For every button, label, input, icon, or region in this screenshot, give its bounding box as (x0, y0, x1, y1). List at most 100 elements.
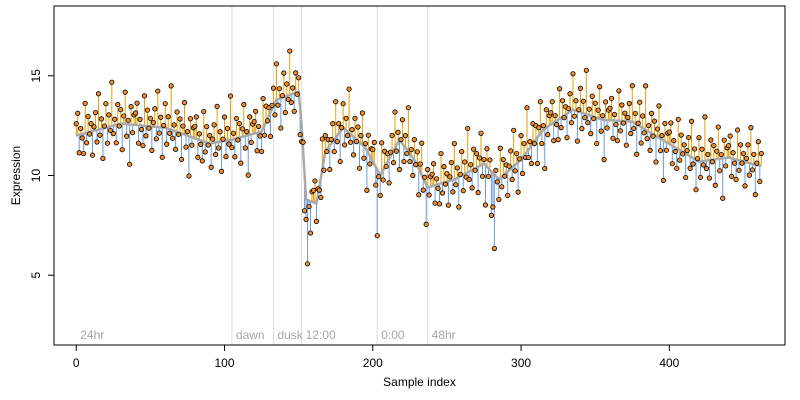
data-point (380, 177, 386, 183)
data-point (754, 160, 760, 166)
data-point (293, 70, 299, 76)
data-point (614, 138, 621, 144)
data-point (736, 167, 742, 173)
data-point (586, 106, 592, 112)
data-point (430, 161, 437, 167)
phase-label: dusk (277, 328, 303, 342)
data-point (201, 108, 207, 115)
y-axis: 5 10 15 (29, 69, 54, 279)
data-point (411, 137, 417, 143)
data-point (278, 125, 284, 131)
data-point (207, 133, 213, 139)
data-point (516, 156, 523, 162)
data-point (555, 137, 561, 143)
data-point (407, 158, 413, 165)
data-point (617, 128, 624, 134)
data-point (506, 163, 512, 169)
data-point (245, 172, 251, 178)
data-point (611, 111, 618, 118)
data-point (628, 130, 634, 137)
data-point (125, 117, 131, 123)
data-point (343, 115, 349, 121)
data-point (602, 99, 609, 105)
data-point (706, 175, 712, 181)
data-point (432, 200, 438, 206)
data-point (239, 126, 245, 132)
data-point (417, 161, 423, 167)
data-point (694, 156, 701, 162)
data-point (559, 98, 566, 104)
data-point (712, 182, 718, 188)
data-point (104, 140, 110, 146)
data-point (585, 120, 591, 126)
data-point (423, 221, 429, 227)
data-point (462, 159, 468, 165)
data-point (442, 181, 449, 187)
data-point (568, 120, 575, 126)
data-point (441, 164, 447, 170)
data-point (629, 83, 635, 89)
data-point (622, 110, 628, 116)
data-point (729, 173, 735, 179)
data-point (509, 176, 515, 183)
data-point (640, 113, 646, 119)
data-point (422, 174, 428, 180)
data-point (527, 139, 533, 145)
data-point (312, 178, 318, 184)
data-point (253, 108, 259, 114)
data-point (757, 178, 763, 185)
data-point (89, 152, 96, 158)
data-point (570, 71, 576, 77)
data-point (110, 131, 116, 137)
data-point (171, 122, 177, 128)
data-point (734, 127, 741, 133)
data-point (175, 131, 182, 138)
data-point (551, 138, 557, 144)
y-axis-title: Expression (9, 146, 23, 205)
data-point (573, 98, 579, 104)
data-point (94, 139, 100, 145)
data-point (583, 67, 589, 73)
data-point (270, 85, 277, 91)
data-point (146, 125, 152, 131)
data-point (651, 118, 658, 124)
data-point (453, 182, 459, 188)
data-point (224, 125, 231, 132)
data-point (150, 119, 156, 126)
data-point (399, 117, 406, 123)
data-point (301, 208, 308, 214)
data-point (451, 140, 457, 147)
data-point (565, 106, 572, 112)
data-point (359, 110, 366, 116)
data-point (662, 120, 668, 127)
data-point (743, 155, 750, 161)
data-point (481, 156, 487, 163)
data-point (390, 160, 397, 166)
data-point (720, 195, 726, 201)
data-point (416, 192, 422, 198)
data-point (557, 86, 563, 92)
data-point (450, 189, 456, 195)
data-point (152, 106, 158, 112)
data-point (238, 160, 244, 166)
data-point (613, 121, 619, 128)
data-point (435, 185, 441, 191)
data-point (708, 137, 714, 143)
data-point (472, 167, 478, 173)
data-point (657, 148, 664, 154)
data-point (508, 148, 514, 154)
data-point (686, 134, 692, 141)
data-point (471, 146, 477, 152)
data-point (377, 192, 383, 199)
data-point (592, 100, 598, 106)
data-point (288, 99, 294, 105)
data-point (95, 91, 102, 97)
data-point (502, 173, 508, 179)
data-point (276, 86, 282, 92)
data-point (143, 133, 149, 139)
data-point (543, 107, 549, 113)
data-point (346, 86, 352, 92)
data-point (119, 147, 125, 153)
data-point (726, 142, 732, 149)
data-point (539, 140, 545, 147)
